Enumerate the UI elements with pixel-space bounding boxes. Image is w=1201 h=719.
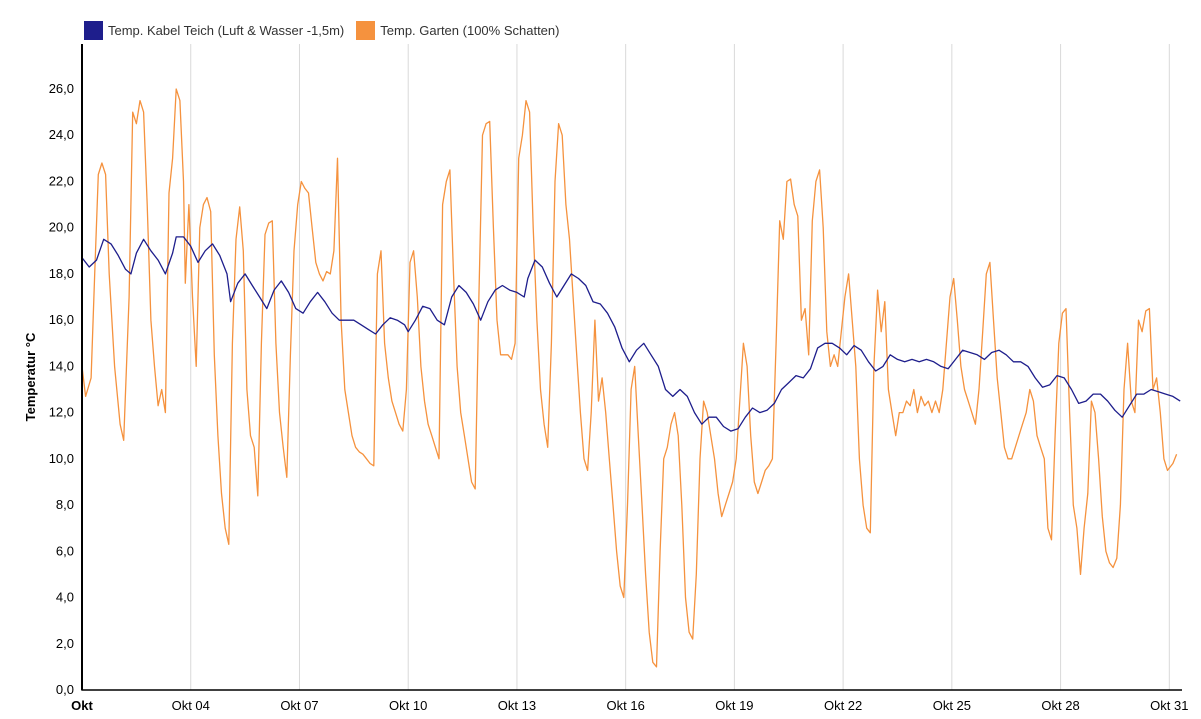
x-tick-label: Okt 22 (824, 698, 862, 713)
y-tick-label: 8,0 (56, 497, 74, 512)
axes: Okt Okt 04 Okt 07 Okt 10 Okt 13 Okt 16 Okt 19 O… (23, 44, 1188, 713)
series-line-garten (81, 88, 1178, 668)
y-tick-label: 10,0 (49, 451, 74, 466)
y-tick-label: 16,0 (49, 312, 74, 327)
series-line-teich (81, 236, 1181, 432)
x-tick-label: Okt 07 (280, 698, 318, 713)
legend-swatch-garten (356, 20, 376, 40)
y-axis-title: Temperatur °C (23, 332, 38, 421)
y-tick-label: 4,0 (56, 590, 74, 605)
legend-item-teich[interactable]: Temp. Kabel Teich (Luft & Wasser -1,5m) (84, 20, 345, 40)
legend-label-garten: Temp. Garten (100% Schatten) (380, 22, 560, 38)
legend: Temp. Kabel Teich (Luft & Wasser -1,5m) … (84, 19, 571, 41)
y-tick-label: 26,0 (49, 81, 74, 96)
x-tick-label: Okt 10 (389, 698, 427, 713)
y-tick-label: 18,0 (49, 266, 74, 281)
x-tick-label: Okt 25 (933, 698, 971, 713)
x-tick-label: Okt 04 (172, 698, 210, 713)
y-tick-label: 22,0 (49, 173, 74, 188)
legend-label-teich: Temp. Kabel Teich (Luft & Wasser -1,5m) (108, 22, 345, 38)
x-tick-label: Okt (71, 698, 93, 713)
y-tick-label: 12,0 (49, 405, 74, 420)
x-tick-label: Okt 16 (607, 698, 645, 713)
y-tick-label: 24,0 (49, 127, 74, 142)
x-tick-label: Okt 19 (715, 698, 753, 713)
series-layer (81, 88, 1181, 668)
y-tick-label: 6,0 (56, 543, 74, 558)
x-tick-label: Okt 31 (1150, 698, 1188, 713)
y-tick-label: 14,0 (49, 358, 74, 373)
y-tick-label: 20,0 (49, 220, 74, 235)
x-tick-label: Okt 28 (1041, 698, 1079, 713)
grid-lines (190, 44, 1170, 690)
legend-swatch-teich (84, 20, 103, 40)
y-tick-label: 2,0 (56, 636, 74, 651)
y-tick-label: 0,0 (56, 682, 74, 697)
legend-item-garten[interactable]: Temp. Garten (100% Schatten) (356, 20, 560, 40)
x-tick-label: Okt 13 (498, 698, 536, 713)
